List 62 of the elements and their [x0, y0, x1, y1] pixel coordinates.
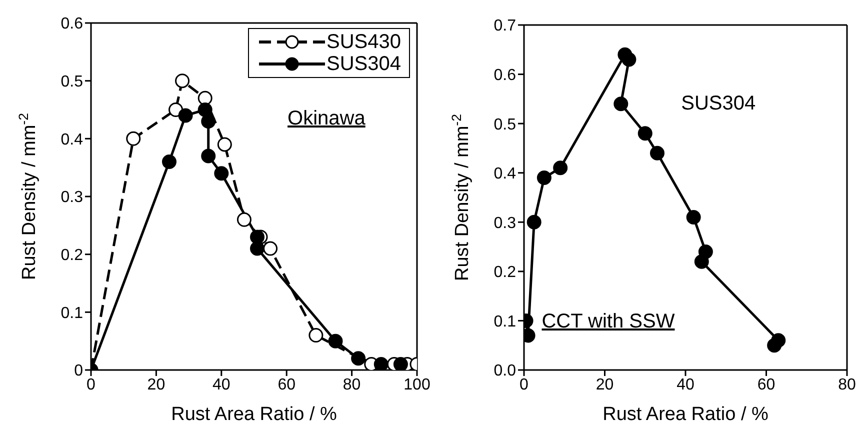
- legend-label: SUS430: [326, 31, 401, 53]
- point: [328, 334, 343, 348]
- point: [694, 254, 709, 269]
- point: [686, 210, 701, 224]
- point: [250, 241, 265, 256]
- y-tick-label: 0.6: [60, 16, 84, 33]
- point: [393, 356, 408, 370]
- x-tick-label: 20: [596, 376, 614, 394]
- point: [236, 212, 252, 227]
- point: [198, 102, 212, 117]
- y-tick-label: 0.1: [494, 313, 516, 330]
- y-tick-label: 0.5: [494, 116, 516, 134]
- point: [178, 108, 193, 123]
- x-tick-label: 20: [147, 376, 166, 394]
- annotation: CCT with SSW: [542, 310, 675, 334]
- y-tick-label: 0.2: [60, 247, 84, 264]
- legend-label: SUS304: [326, 53, 401, 75]
- point: [553, 160, 568, 176]
- point: [767, 338, 782, 353]
- point: [638, 126, 652, 141]
- point: [217, 137, 232, 152]
- y-tick-label: 0: [74, 362, 84, 380]
- point: [201, 114, 216, 129]
- y-tick-label: 0.2: [494, 264, 516, 282]
- point: [162, 154, 176, 170]
- y-tick-label: 0.1: [60, 304, 84, 322]
- y-tick-label: 0.6: [494, 66, 516, 84]
- x-tick-label: 40: [676, 376, 694, 394]
- point: [526, 214, 542, 230]
- point: [308, 328, 324, 343]
- point: [214, 166, 229, 181]
- y-tick-label: 0.0: [494, 362, 516, 380]
- point: [374, 356, 388, 370]
- x-tick-label: 80: [838, 376, 856, 394]
- point: [175, 74, 190, 88]
- y-tick-label: 0.5: [60, 74, 84, 91]
- y-tick-label: 0.3: [60, 189, 84, 206]
- point: [250, 230, 265, 244]
- point: [650, 146, 664, 160]
- x-tick-label: 60: [757, 376, 776, 394]
- x-tick-label: 0: [86, 376, 96, 394]
- x-tick-label: 40: [212, 376, 230, 394]
- annotation: Okinawa: [288, 108, 366, 131]
- point: [351, 351, 366, 366]
- x-tick-label: 60: [278, 376, 296, 394]
- x-tick-label: 0: [520, 376, 529, 394]
- y-tick-label: 0.3: [494, 214, 516, 232]
- x-axis-title: Rust Area Ratio / %: [602, 404, 769, 425]
- y-tick-label: 0.4: [60, 131, 84, 148]
- x-axis-title: Rust Area Ratio / %: [171, 404, 338, 425]
- y-tick-label: 0.4: [494, 166, 516, 183]
- point: [198, 90, 212, 106]
- point: [614, 96, 628, 112]
- point: [536, 170, 552, 186]
- y-tick-label: 0.7: [494, 18, 516, 35]
- x-tick-label: 80: [342, 376, 361, 394]
- point: [126, 131, 141, 146]
- point: [263, 241, 278, 256]
- point: [201, 148, 216, 164]
- point: [622, 52, 636, 67]
- x-tick-label: 100: [404, 376, 430, 394]
- annotation: SUS304: [681, 92, 756, 116]
